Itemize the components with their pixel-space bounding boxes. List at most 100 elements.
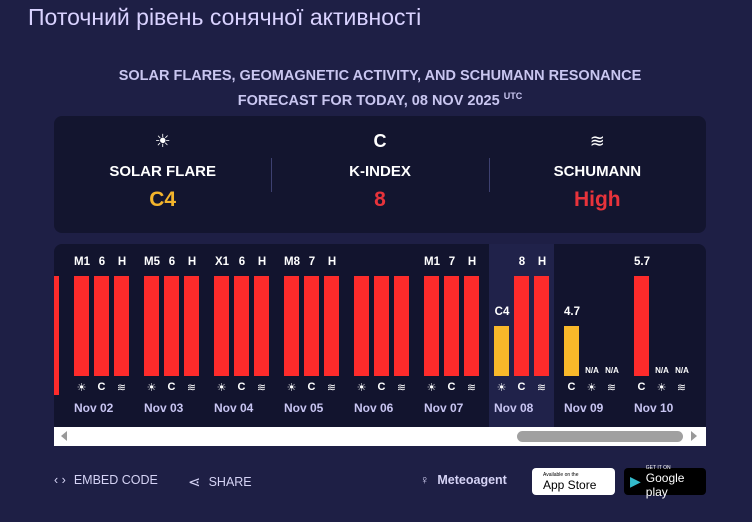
day-date-label: Nov 08 [494,401,534,415]
waves-bar[interactable] [254,276,269,376]
share-button[interactable]: ⋖ SHARE [188,473,252,491]
scroll-thumb[interactable] [517,431,683,442]
day-group: M1 ☀ 7 C H ≋ Nov 07 [424,244,484,427]
day-date-label: Nov 10 [634,401,674,415]
summary-solar-flare: ☀ SOLAR FLARE C4 [54,116,271,233]
day-date-label: Nov 02 [74,401,114,415]
magnet-bar[interactable] [444,276,459,376]
sun-bar[interactable] [284,276,299,376]
sun-bar[interactable] [74,276,89,376]
waves-bar[interactable] [534,276,549,376]
waves-icon: ≋ [326,382,337,394]
bar-value-label: 5.7 [634,256,650,268]
magnet-icon: C [377,381,386,393]
share-icon: ⋖ [188,474,201,491]
waves-bar[interactable] [394,276,409,376]
bar-value-label: 7 [448,256,456,268]
sun-bar[interactable] [494,326,509,376]
sun-icon: ☀ [496,382,507,394]
magnet-icon: C [517,381,526,393]
day-date-label: Nov 03 [144,401,184,415]
sun-icon: ☀ [286,382,297,394]
summary-value: 8 [374,188,386,211]
day-group: M8 ☀ 7 C H ≋ Nov 05 [284,244,344,427]
waves-icon: ≋ [116,382,127,394]
magnet-bar[interactable] [514,276,529,376]
sun-bar[interactable] [354,276,369,376]
sun-bar[interactable] [144,276,159,376]
waves-bar[interactable] [114,276,129,376]
horizontal-scrollbar[interactable] [54,427,706,446]
waves-bar[interactable] [184,276,199,376]
day-date-label: Nov 04 [214,401,254,415]
waves-bar[interactable] [324,276,339,376]
magnet-icon: C [167,381,176,393]
subtitle-line2: FORECAST FOR TODAY, 08 NOV 2025 UTC [60,86,700,111]
embed-code-button[interactable]: ‹ › EMBED CODE [54,473,158,487]
sun-icon: ☀ [426,382,437,394]
magnet-icon: C [567,381,576,393]
timezone: UTC [503,91,523,101]
magnet-icon: C [373,131,387,151]
magnet-bar[interactable] [564,326,579,376]
bar-value-label: 8 [518,256,526,268]
day-group: 4.7 C N/A ☀ N/A ≋ Nov 09 [564,244,624,427]
magnet-bar[interactable] [634,276,649,376]
sun-icon: ☀ [586,382,597,394]
scroll-right-arrow[interactable] [691,431,697,441]
bar-value-label: 6 [238,256,246,268]
day-date-label: Nov 06 [354,401,394,415]
meteoagent-icon: ♀ [420,473,430,487]
waves-icon: ≋ [589,131,605,151]
meteoagent-link[interactable]: ♀ Meteoagent [420,473,507,487]
forecast-chart: M1 ☀ 6 C H ≋ Nov 02 M5 ☀ 6 C H ≋ Nov 03 X1 ☀ 6 C H ≋ Nov 04 M… [54,244,706,446]
magnet-bar[interactable] [164,276,179,376]
summary-value: High [573,188,621,211]
sun-bar[interactable] [214,276,229,376]
share-label: SHARE [208,475,252,489]
day-group: ☀ C ≋ Nov 06 [354,244,414,427]
summary-schumann: ≋ SCHUMANN High [488,116,706,233]
magnet-bar[interactable] [234,276,249,376]
bar-value-label: N/A [655,366,669,375]
bar-value-label: N/A [585,366,599,375]
waves-icon: ≋ [186,382,197,394]
magnet-bar[interactable] [304,276,319,376]
magnet-icon: C [237,381,246,393]
today-summary-card: ☀ SOLAR FLARE C4 C K-INDEX 8 ≋ SCHUMANN … [54,116,706,233]
subtitle-date: FORECAST FOR TODAY, 08 NOV 2025 [237,92,500,109]
bar-value-label: N/A [675,366,689,375]
bar-value-label: N/A [605,366,619,375]
bar-value-label: 4.7 [564,306,580,318]
day-group: C4 ☀ 8 C H ≋ Nov 08 [494,244,554,427]
subtitle-line1: SOLAR FLARES, GEOMAGNETIC ACTIVITY, AND … [118,68,642,84]
bar-value-label: H [467,256,477,268]
scroll-left-arrow[interactable] [61,431,67,441]
summary-label: K-INDEX [349,163,411,180]
google-play-button[interactable]: ▶ GET IT ON Google play [624,464,706,499]
waves-icon: ≋ [256,382,267,394]
bar-value-label: M5 [144,256,160,268]
app-store-button[interactable]: Available on the App Store [532,468,615,495]
partial-bar [54,276,59,395]
waves-icon: ≋ [676,382,687,394]
bar-value-label: M1 [424,256,440,268]
day-group: M5 ☀ 6 C H ≋ Nov 03 [144,244,204,427]
bar-value-label: 6 [168,256,176,268]
brand-label: Meteoagent [437,473,507,487]
day-group: X1 ☀ 6 C H ≋ Nov 04 [214,244,274,427]
sun-icon: ☀ [656,382,667,394]
magnet-bar[interactable] [94,276,109,376]
sun-bar[interactable] [424,276,439,376]
waves-icon: ≋ [606,382,617,394]
waves-bar[interactable] [464,276,479,376]
sun-icon: ☀ [154,131,171,151]
gplay-small: GET IT ON [645,464,671,471]
magnet-bar[interactable] [374,276,389,376]
sun-icon: ☀ [356,382,367,394]
bar-value-label: 7 [308,256,316,268]
waves-icon: ≋ [466,382,477,394]
bar-value-label: H [187,256,197,268]
bar-value-label: 6 [98,256,106,268]
bar-value-label: M8 [284,256,300,268]
